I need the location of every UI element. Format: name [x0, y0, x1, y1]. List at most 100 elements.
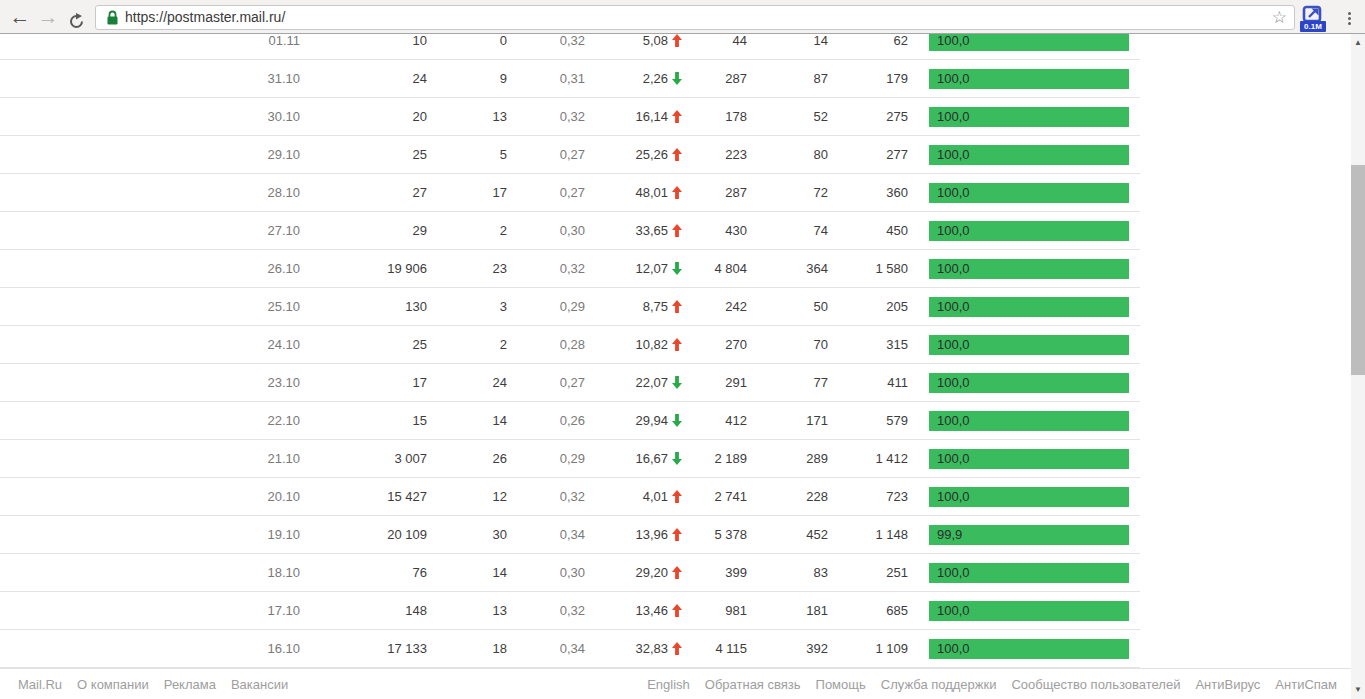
cell-col8: 1 148	[828, 527, 908, 542]
table-row: 31.10 24 9 0,31 2,26 287 87 179 100,0	[0, 60, 1140, 98]
trend-arrow-slot	[668, 376, 684, 389]
reload-icon[interactable]	[62, 9, 90, 37]
cell-trend-value: 13,46	[585, 603, 668, 618]
score-bar: 100,0	[929, 297, 1129, 317]
footer-link[interactable]: English	[647, 677, 690, 692]
table-row: 27.10 29 2 0,30 33,65 430 74 450 100,0	[0, 212, 1140, 250]
score-bar: 100,0	[929, 183, 1129, 203]
browser-toolbar: ← → https://postmaster.mail.ru/ ☆ 0.1M	[0, 0, 1365, 34]
footer-link[interactable]: Реклама	[164, 677, 216, 692]
trend-arrow-slot	[668, 300, 684, 313]
trend-up-icon	[672, 604, 682, 617]
cell-col4: 0,27	[507, 375, 585, 390]
trend-up-icon	[672, 490, 682, 503]
cell-col7: 228	[747, 489, 828, 504]
cell-col8: 1 109	[828, 641, 908, 656]
footer-link[interactable]: Обратная связь	[705, 677, 801, 692]
cell-trend-value: 25,26	[585, 147, 668, 162]
scrollbar-thumb[interactable]	[1351, 165, 1365, 375]
cell-trend-value: 5,08	[585, 33, 668, 48]
scroll-up-icon[interactable]: ▲	[1351, 36, 1365, 50]
cell-col4: 0,30	[507, 565, 585, 580]
footer-link[interactable]: Mail.Ru	[18, 677, 62, 692]
cell-col6: 287	[684, 185, 747, 200]
cell-trend-value: 29,20	[585, 565, 668, 580]
cell-col7: 70	[747, 337, 828, 352]
cell-col2: 27	[300, 185, 427, 200]
back-icon[interactable]: ←	[6, 3, 34, 31]
cell-col6: 178	[684, 109, 747, 124]
cell-col7: 181	[747, 603, 828, 618]
cell-col6: 430	[684, 223, 747, 238]
cell-trend-value: 16,14	[585, 109, 668, 124]
address-bar[interactable]: https://postmaster.mail.ru/ ☆	[95, 5, 1295, 30]
cell-col8: 1 580	[828, 261, 908, 276]
cell-col4: 0,27	[507, 185, 585, 200]
cell-col3: 0	[427, 33, 507, 48]
cell-col3: 24	[427, 375, 507, 390]
cell-col2: 17	[300, 375, 427, 390]
footer-link[interactable]: Помощь	[816, 677, 866, 692]
cell-date: 26.10	[0, 261, 300, 276]
cell-col2: 25	[300, 147, 427, 162]
scrollbar[interactable]: ▲ ▼	[1351, 34, 1365, 699]
cell-col3: 23	[427, 261, 507, 276]
cell-col6: 2 741	[684, 489, 747, 504]
footer-link[interactable]: АнтиВирус	[1195, 677, 1260, 692]
cell-col2: 130	[300, 299, 427, 314]
table-row: 16.10 17 133 18 0,34 32,83 4 115 392 1 1…	[0, 630, 1140, 668]
cell-col4: 0,32	[507, 109, 585, 124]
cell-date: 25.10	[0, 299, 300, 314]
score-value: 100,0	[929, 221, 1129, 241]
footer-link[interactable]: О компании	[77, 677, 149, 692]
score-value: 100,0	[929, 107, 1129, 127]
trend-arrow-slot	[668, 224, 684, 237]
cell-col6: 2 189	[684, 451, 747, 466]
cell-col3: 13	[427, 603, 507, 618]
footer-link[interactable]: Служба поддержки	[881, 677, 997, 692]
trend-arrow-slot	[668, 566, 684, 579]
trend-up-icon	[672, 186, 682, 199]
url-text[interactable]: https://postmaster.mail.ru/	[125, 9, 285, 25]
footer-links-left: Mail.Ru О компании Реклама Вакансии	[18, 677, 288, 692]
score-value: 100,0	[929, 335, 1129, 355]
scroll-down-icon[interactable]: ▼	[1351, 683, 1365, 697]
cell-col6: 4 115	[684, 641, 747, 656]
table-row: 23.10 17 24 0,27 22,07 291 77 411 100,0	[0, 364, 1140, 402]
cell-date: 27.10	[0, 223, 300, 238]
cell-col2: 3 007	[300, 451, 427, 466]
cell-col4: 0,26	[507, 413, 585, 428]
cell-col2: 15 427	[300, 489, 427, 504]
cell-col7: 74	[747, 223, 828, 238]
table-row: 30.10 20 13 0,32 16,14 178 52 275 100,0	[0, 98, 1140, 136]
cell-col2: 10	[300, 33, 427, 48]
score-bar: 100,0	[929, 69, 1129, 89]
cell-date: 23.10	[0, 375, 300, 390]
stats-table: 01.11 10 0 0,32 5,08 44 14 62 100,0 31.1…	[0, 22, 1140, 668]
cell-date: 17.10	[0, 603, 300, 618]
cell-col8: 411	[828, 375, 908, 390]
footer-link[interactable]: Сообщество пользователей	[1011, 677, 1180, 692]
cell-col6: 412	[684, 413, 747, 428]
cell-col8: 450	[828, 223, 908, 238]
cell-col7: 364	[747, 261, 828, 276]
cell-col7: 289	[747, 451, 828, 466]
footer-link[interactable]: АнтиСпам	[1275, 677, 1337, 692]
cell-col7: 14	[747, 33, 828, 48]
cell-col6: 5 378	[684, 527, 747, 542]
cell-col4: 0,29	[507, 451, 585, 466]
trend-up-icon	[672, 224, 682, 237]
cell-col2: 25	[300, 337, 427, 352]
browser-menu-icon[interactable]	[1340, 8, 1358, 28]
cell-date: 21.10	[0, 451, 300, 466]
cell-date: 30.10	[0, 109, 300, 124]
bookmark-star-icon[interactable]: ☆	[1272, 7, 1287, 28]
cell-col7: 50	[747, 299, 828, 314]
cell-trend-value: 32,83	[585, 641, 668, 656]
cell-col3: 12	[427, 489, 507, 504]
trend-up-icon	[672, 566, 682, 579]
cell-col3: 2	[427, 223, 507, 238]
footer-link[interactable]: Вакансии	[231, 677, 288, 692]
cell-col8: 579	[828, 413, 908, 428]
cell-col7: 72	[747, 185, 828, 200]
